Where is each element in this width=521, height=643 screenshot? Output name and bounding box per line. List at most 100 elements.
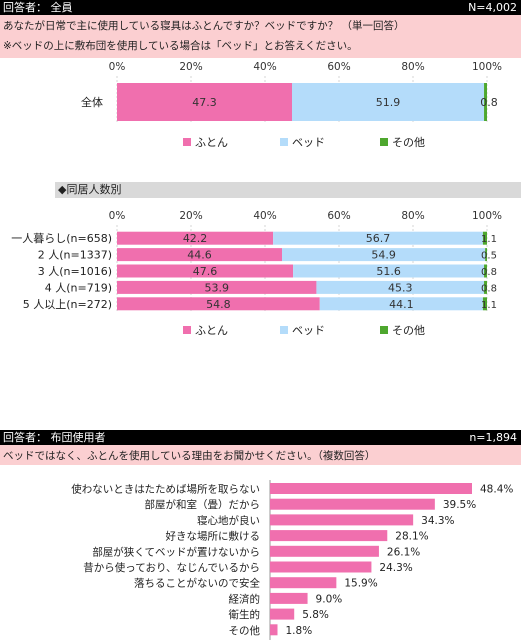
reasons-bar [270,483,472,494]
reasons-category-label: 寝心地が良い [197,514,260,527]
reasons-category-label: 好きな場所に敷ける [166,530,261,543]
household-bar-bed [282,248,486,262]
overall-category-label: 全体 [81,95,103,109]
household-bar-bed [273,231,483,245]
household-tick-label: 80% [401,210,424,222]
household-legend-swatch [380,326,388,334]
household-bar-bed [319,297,483,311]
household-category-label: 5 人以上(n=272) [23,298,112,311]
household-bar-futon [117,280,317,294]
overall-tick-label: 20% [179,61,202,73]
overall-bar-bed [292,83,485,121]
household-tick-label: 100% [472,210,502,222]
reasons-bar [270,498,435,510]
household-bar-futon [117,231,274,245]
section1-header-left: 回答者： 全員 [3,1,73,14]
overall-legend-swatch [280,138,288,146]
reasons-bar [270,624,278,636]
household-data-label: 47.6 [193,265,218,278]
overall-bar-futon [117,83,293,121]
section2-question: ベッドではなく、ふとんを使用している理由をお聞かせください。（複数回答） [3,450,376,462]
household-bar-futon [117,248,283,262]
section2-question-box: ベッドではなく、ふとんを使用している理由をお聞かせください。（複数回答） [0,445,521,465]
reasons-category-label: 使わないときはたためば場所を取らない [71,483,260,496]
household-data-label-other: 0.8 [481,267,497,278]
household-data-label: 51.6 [376,265,401,278]
household-data-label-other: 1.1 [481,300,497,311]
household-tick-label: 20% [179,210,202,222]
household-legend-swatch [183,326,191,334]
household-data-label: 54.9 [371,249,396,262]
overall-tick-label: 40% [253,61,276,73]
section2-header-left: 回答者： 布団使用者 [3,431,106,444]
household-tick-label: 60% [327,210,350,222]
household-bar-other [482,231,487,245]
household-legend-label: ふとん [195,324,228,337]
household-bar-futon [117,297,320,311]
section1-note: ※ベッドの上に敷布団を使用している場合は「ベッド」とお答えください。 [3,40,358,52]
section1-question: あなたが日常で主に使用している寝具はふとんですか？ベッドですか？ （単一回答） [3,20,405,32]
reasons-data-label: 34.3% [421,515,454,527]
overall-tick-label: 100% [472,61,502,73]
household-legend-label: ベッド [292,324,325,337]
overall-tick-label: 0% [109,61,126,73]
overall-legend-swatch [183,138,191,146]
reasons-bar [270,545,379,557]
reasons-bar [270,514,414,526]
section1-header-right: N=4,002 [468,1,517,14]
overall-data-label: 51.9 [376,96,401,109]
overall-legend-label: ふとん [195,136,228,149]
household-data-label: 44.1 [389,298,414,311]
household-category-label: 2 人(n=1337) [38,249,112,262]
household-bar-bed [316,280,485,294]
reasons-bar [270,592,308,604]
reasons-category-label: 部屋が和室（畳）だから [145,498,261,511]
overall-legend-label: ベッド [292,136,325,149]
reasons-bar [270,608,295,620]
reasons-bar [270,561,372,573]
reasons-data-label: 5.8% [302,609,329,621]
reasons-category-label: その他 [229,624,261,637]
reasons-data-label: 24.3% [379,562,412,574]
household-legend-swatch [280,326,288,334]
household-data-label: 44.6 [187,249,212,262]
household-legend-label: その他 [392,324,425,337]
household-category-label: 4 人(n=719) [45,281,112,294]
household-tick-label: 0% [109,210,126,222]
household-data-label: 53.9 [204,281,229,294]
reasons-category-label: 落ちることがないので安全 [134,577,260,590]
reasons-data-label: 15.9% [344,578,377,590]
overall-data-label-other: 0.8 [480,96,498,109]
section1-header: 回答者： 全員 N=4,002 [0,0,521,15]
overall-legend-swatch [380,138,388,146]
section1-question-box: あなたが日常で主に使用している寝具はふとんですか？ベッドですか？ （単一回答） … [0,15,521,58]
reasons-data-label: 1.8% [286,625,313,637]
reasons-category-label: 経済的 [229,592,261,605]
reasons-category-label: 昔から使っており、なじんでいるから [83,561,260,574]
household-data-label: 56.7 [366,232,391,245]
reasons-data-label: 28.1% [395,531,428,543]
reasons-category-label: 部屋が狭くてベッドが置けないから [92,545,260,558]
reasons-bar [270,577,337,589]
household-data-label: 54.8 [206,298,231,311]
household-bar-other [484,264,487,278]
household-data-label: 45.3 [388,281,413,294]
household-bar-other [485,248,487,262]
section2-header: 回答者： 布団使用者 n=1,894 [0,430,521,445]
overall-tick-label: 60% [327,61,350,73]
household-category-label: 一人暮らし(n=658) [11,231,112,245]
household-data-label-other: 0.8 [481,283,497,294]
household-bar-other [482,297,487,311]
household-tick-label: 40% [253,210,276,222]
reasons-category-label: 衛生的 [229,608,261,621]
reasons-data-label: 39.5% [443,499,476,511]
household-bar-other [484,280,487,294]
group-title: ◆同居人数別 [58,183,122,196]
household-bar-futon [117,264,294,278]
household-data-label-other: 1.1 [481,234,497,245]
reasons-data-label: 9.0% [316,593,343,605]
reasons-data-label: 26.1% [387,546,420,558]
household-category-label: 3 人(n=1016) [38,265,112,278]
section2-header-right: n=1,894 [469,431,517,444]
